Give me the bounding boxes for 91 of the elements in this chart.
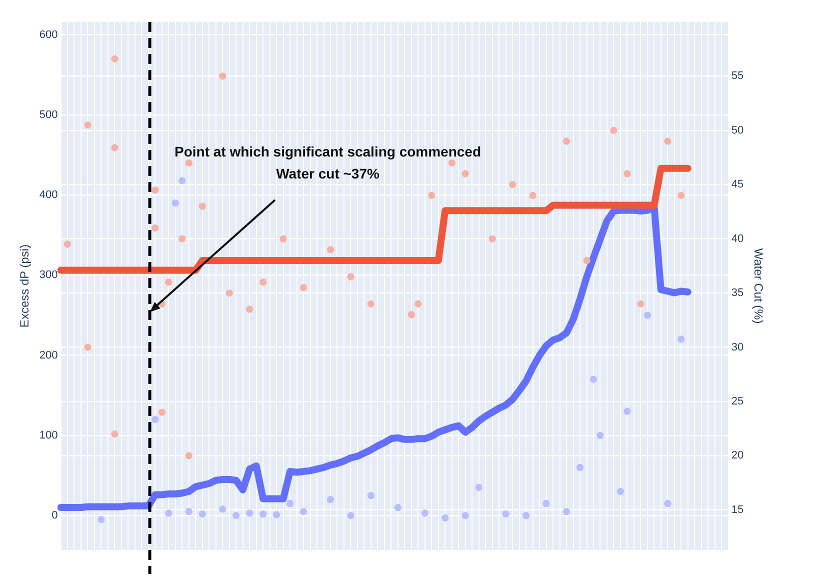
point <box>219 72 226 80</box>
point <box>152 224 159 232</box>
y2-tick-label: 35 <box>731 287 744 300</box>
point <box>246 306 254 313</box>
point <box>326 496 334 504</box>
point <box>442 514 449 522</box>
point <box>367 300 375 308</box>
point <box>394 504 402 512</box>
point <box>522 512 530 520</box>
point <box>64 240 72 248</box>
point <box>596 432 604 440</box>
point <box>259 510 267 518</box>
point <box>529 192 536 200</box>
point <box>562 508 570 516</box>
y2-tick-label: 15 <box>731 504 744 516</box>
y2-tick-label: 25 <box>731 395 744 408</box>
y-axis-title: Excess dP (psi) <box>18 244 32 328</box>
point <box>610 126 618 134</box>
point <box>226 289 233 297</box>
point <box>347 273 354 280</box>
point <box>185 452 192 460</box>
point <box>475 484 482 492</box>
point <box>583 256 590 264</box>
point <box>678 336 685 343</box>
y2-tick-label: 30 <box>731 341 744 354</box>
y2-tick-label: 45 <box>731 178 744 191</box>
point <box>414 300 422 308</box>
point <box>448 159 456 167</box>
y2-axis-title: Water Cut (%) <box>751 248 766 324</box>
point <box>172 199 179 207</box>
point <box>198 202 206 210</box>
point <box>502 510 510 518</box>
y-tick-label: 200 <box>39 349 58 362</box>
point <box>111 144 118 152</box>
point <box>542 500 550 508</box>
y2-tick-label: 50 <box>731 124 744 136</box>
point <box>664 138 672 145</box>
y-tick-label: 600 <box>39 28 58 41</box>
point <box>165 278 172 286</box>
point <box>259 278 267 286</box>
point <box>637 300 644 308</box>
point <box>286 500 294 508</box>
y-tick-label: 400 <box>39 189 58 202</box>
point <box>219 506 226 513</box>
point <box>300 508 308 516</box>
point <box>84 344 92 351</box>
point <box>590 376 598 383</box>
y-tick-label: 300 <box>39 269 58 282</box>
point <box>84 121 92 129</box>
y-tick-label: 100 <box>39 429 58 442</box>
point <box>300 284 308 292</box>
point <box>232 512 240 520</box>
point <box>280 235 287 242</box>
point <box>576 464 584 472</box>
y2-tick-label: 40 <box>731 232 744 245</box>
point <box>462 170 469 178</box>
point <box>152 416 159 423</box>
point <box>347 512 354 520</box>
point <box>185 508 192 516</box>
point <box>178 235 186 242</box>
point <box>408 311 416 318</box>
point <box>624 408 631 415</box>
annotation: Point at which significant scaling commenced Water cut ~37% <box>174 143 482 182</box>
point <box>185 159 192 167</box>
point <box>508 181 516 188</box>
point <box>428 192 436 200</box>
point <box>326 246 334 254</box>
point <box>616 488 624 496</box>
y-tick-label: 500 <box>39 108 58 121</box>
point <box>367 492 375 500</box>
point <box>98 516 105 524</box>
point <box>678 192 685 200</box>
point <box>644 312 652 319</box>
point <box>488 235 496 242</box>
point <box>246 510 254 517</box>
point <box>158 408 166 416</box>
y2-tick-label: 55 <box>731 70 744 82</box>
y2-tick-label: 20 <box>731 450 744 462</box>
y-tick-label: 0 <box>52 510 58 522</box>
point <box>272 511 280 518</box>
point <box>165 510 172 517</box>
point <box>421 510 429 517</box>
point <box>624 170 631 178</box>
point <box>198 510 206 518</box>
point <box>462 512 469 520</box>
point <box>664 500 672 508</box>
point <box>111 430 118 438</box>
point <box>178 177 186 184</box>
point <box>111 55 118 62</box>
point <box>152 186 159 194</box>
point <box>562 138 570 145</box>
